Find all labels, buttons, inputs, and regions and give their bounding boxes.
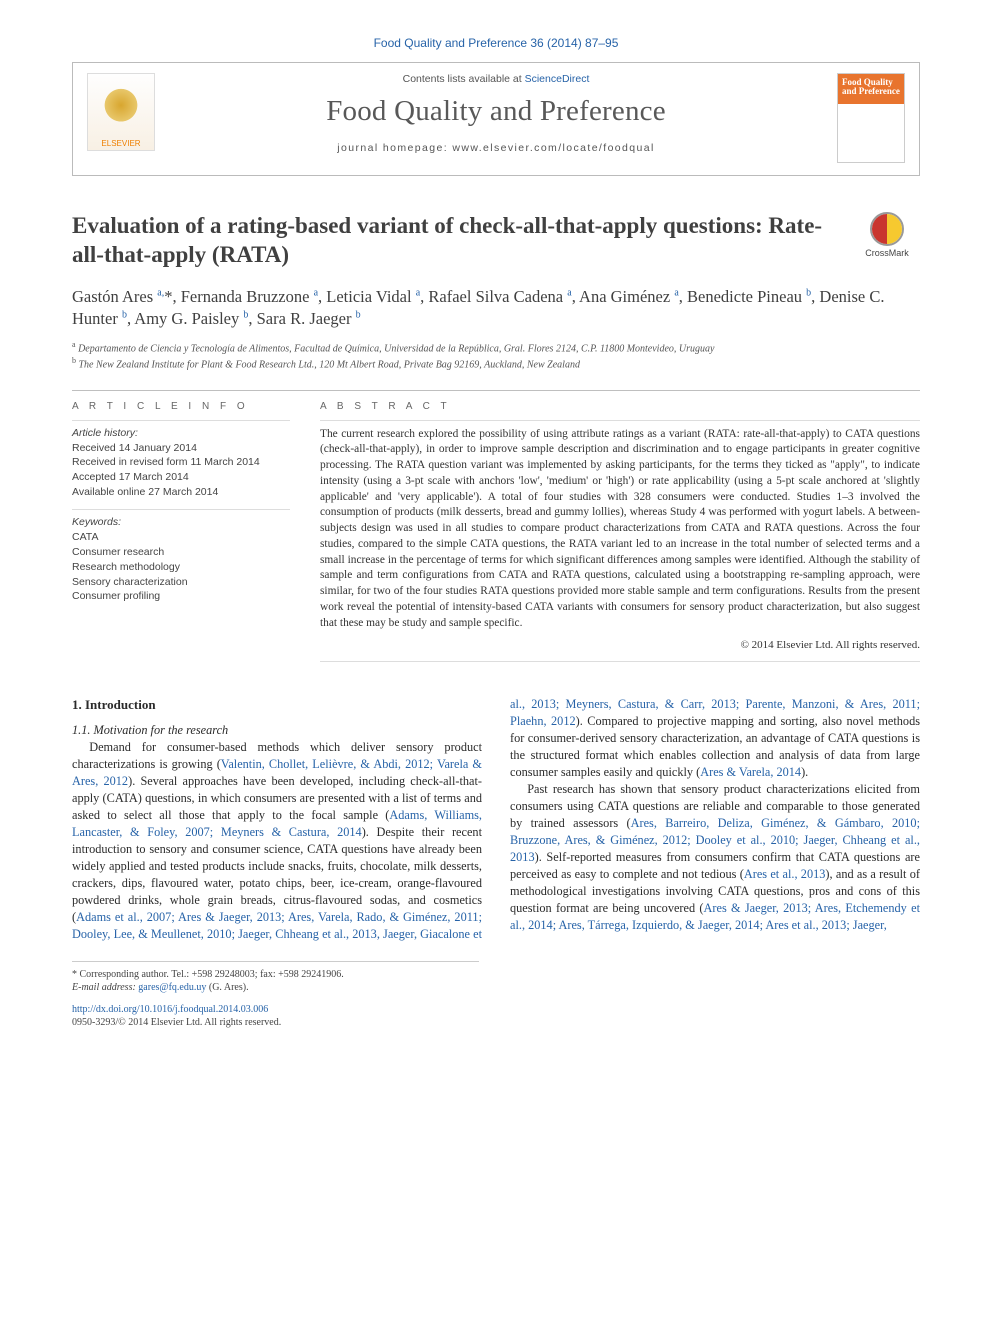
history-item: Received in revised form 11 March 2014	[72, 455, 290, 470]
homepage-prefix: journal homepage:	[337, 142, 452, 154]
journal-header-box: ELSEVIER Contents lists available at Sci…	[72, 62, 920, 176]
keyword-item: Consumer research	[72, 545, 290, 560]
body-text: ).	[801, 765, 808, 779]
cover-title: Food Quality and Preference	[840, 76, 902, 99]
history-item: Received 14 January 2014	[72, 441, 290, 456]
keywords-body: CATAConsumer researchResearch methodolog…	[72, 530, 290, 603]
article-title: Evaluation of a rating-based variant of …	[72, 212, 834, 270]
journal-name: Food Quality and Preference	[165, 95, 827, 128]
abstract-column: A B S T R A C T The current research exp…	[320, 401, 920, 669]
email-suffix: (G. Ares).	[206, 982, 248, 993]
elsevier-logo: ELSEVIER	[87, 73, 155, 151]
doi-block: http://dx.doi.org/10.1016/j.foodqual.201…	[72, 1003, 920, 1030]
keywords-heading: Keywords:	[72, 516, 290, 528]
sciencedirect-link[interactable]: ScienceDirect	[525, 73, 590, 85]
info-rule	[72, 420, 290, 421]
crossmark-icon	[870, 212, 904, 246]
contents-available-line: Contents lists available at ScienceDirec…	[165, 73, 827, 85]
abstract-rule	[320, 420, 920, 421]
crossmark-badge[interactable]: CrossMark	[854, 212, 920, 258]
section-heading-1-1: 1.1. Motivation for the research	[72, 722, 482, 739]
article-info-column: A R T I C L E I N F O Article history: R…	[72, 401, 290, 669]
journal-homepage-line: journal homepage: www.elsevier.com/locat…	[165, 142, 827, 154]
affiliations: a Departamento de Ciencia y Tecnología d…	[72, 340, 920, 372]
keyword-item: CATA	[72, 530, 290, 545]
article-info-heading: A R T I C L E I N F O	[72, 401, 290, 412]
abstract-text: The current research explored the possib…	[320, 427, 920, 632]
section-heading-1: 1. Introduction	[72, 696, 482, 714]
section-rule	[72, 390, 920, 391]
keyword-item: Sensory characterization	[72, 575, 290, 590]
affiliation-a: Departamento de Ciencia y Tecnología de …	[78, 343, 714, 354]
authors-list: Gastón Ares a,*, Fernanda Bruzzone a, Le…	[72, 286, 920, 331]
corr-author-email[interactable]: gares@fq.edu.uy	[138, 982, 206, 993]
homepage-url[interactable]: www.elsevier.com/locate/foodqual	[452, 142, 654, 154]
article-body: 1. Introduction 1.1. Motivation for the …	[72, 696, 920, 943]
article-history-heading: Article history:	[72, 427, 290, 439]
abstract-copyright: © 2014 Elsevier Ltd. All rights reserved…	[320, 639, 920, 651]
email-label: E-mail address:	[72, 982, 138, 993]
citation-link[interactable]: Ares & Varela, 2014	[700, 765, 801, 779]
journal-reference: Food Quality and Preference 36 (2014) 87…	[72, 36, 920, 50]
elsevier-logo-text: ELSEVIER	[101, 139, 140, 148]
affiliation-b: The New Zealand Institute for Plant & Fo…	[79, 359, 580, 370]
corresponding-author-footnote: * Corresponding author. Tel.: +598 29248…	[72, 961, 479, 995]
citation-link[interactable]: Ares et al., 2013	[744, 867, 826, 881]
info-rule	[72, 509, 290, 510]
keyword-item: Research methodology	[72, 560, 290, 575]
body-paragraph: Past research has shown that sensory pro…	[510, 781, 920, 934]
keyword-item: Consumer profiling	[72, 589, 290, 604]
doi-link[interactable]: http://dx.doi.org/10.1016/j.foodqual.201…	[72, 1004, 268, 1015]
corr-author-line: * Corresponding author. Tel.: +598 29248…	[72, 968, 479, 982]
article-history-body: Received 14 January 2014Received in revi…	[72, 441, 290, 500]
contents-prefix: Contents lists available at	[403, 73, 525, 85]
journal-cover-thumbnail: Food Quality and Preference	[837, 73, 905, 163]
abstract-heading: A B S T R A C T	[320, 401, 920, 412]
history-item: Accepted 17 March 2014	[72, 470, 290, 485]
history-item: Available online 27 March 2014	[72, 485, 290, 500]
issn-copyright-line: 0950-3293/© 2014 Elsevier Ltd. All right…	[72, 1017, 281, 1028]
crossmark-label: CrossMark	[865, 248, 909, 258]
abstract-rule-bottom	[320, 661, 920, 662]
